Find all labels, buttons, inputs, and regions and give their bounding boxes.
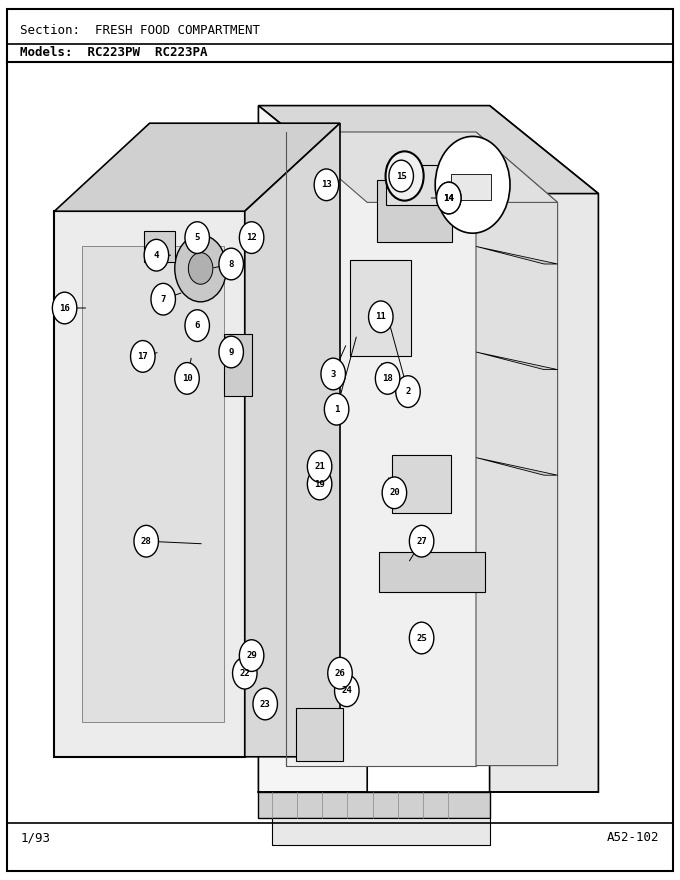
Text: 29: 29 — [246, 651, 257, 660]
Polygon shape — [476, 132, 558, 766]
Circle shape — [435, 136, 510, 233]
Text: 11: 11 — [375, 312, 386, 321]
Text: 21: 21 — [314, 462, 325, 471]
Text: 9: 9 — [228, 348, 234, 356]
Circle shape — [369, 301, 393, 333]
Circle shape — [175, 235, 226, 302]
Text: 7: 7 — [160, 295, 166, 304]
Polygon shape — [476, 352, 558, 370]
FancyBboxPatch shape — [392, 455, 451, 513]
Text: 8: 8 — [228, 260, 234, 268]
Circle shape — [185, 310, 209, 341]
Circle shape — [437, 182, 461, 214]
Circle shape — [219, 248, 243, 280]
Text: 27: 27 — [416, 537, 427, 546]
FancyBboxPatch shape — [350, 260, 411, 356]
Circle shape — [382, 477, 407, 509]
Polygon shape — [224, 334, 252, 396]
Text: 26: 26 — [335, 669, 345, 678]
Text: 18: 18 — [382, 374, 393, 383]
Circle shape — [328, 657, 352, 689]
Text: 19: 19 — [314, 480, 325, 488]
Circle shape — [188, 253, 213, 284]
FancyBboxPatch shape — [386, 165, 471, 205]
Polygon shape — [54, 211, 245, 757]
Circle shape — [386, 151, 424, 201]
Polygon shape — [476, 246, 558, 264]
Text: 20: 20 — [389, 488, 400, 497]
Circle shape — [253, 688, 277, 720]
Circle shape — [131, 341, 155, 372]
Text: 5: 5 — [194, 233, 200, 242]
Circle shape — [409, 622, 434, 654]
Circle shape — [151, 283, 175, 315]
Text: 22: 22 — [239, 669, 250, 678]
FancyBboxPatch shape — [296, 708, 343, 761]
Text: 14: 14 — [443, 194, 454, 202]
Text: 28: 28 — [141, 537, 152, 546]
Polygon shape — [245, 123, 340, 757]
Polygon shape — [82, 246, 224, 722]
Text: 13: 13 — [321, 180, 332, 189]
Polygon shape — [258, 792, 490, 818]
Circle shape — [321, 358, 345, 390]
Polygon shape — [258, 106, 598, 194]
Polygon shape — [490, 106, 598, 792]
Circle shape — [134, 525, 158, 557]
Text: 6: 6 — [194, 321, 200, 330]
Polygon shape — [272, 818, 490, 845]
Text: Models:  RC223PW  RC223PA: Models: RC223PW RC223PA — [20, 47, 208, 59]
Circle shape — [239, 640, 264, 671]
Polygon shape — [258, 106, 367, 792]
Text: 23: 23 — [260, 700, 271, 708]
Text: 16: 16 — [59, 304, 70, 312]
Polygon shape — [476, 458, 558, 475]
Polygon shape — [286, 132, 558, 202]
Polygon shape — [54, 123, 340, 211]
Circle shape — [239, 222, 264, 253]
FancyBboxPatch shape — [377, 180, 452, 242]
Circle shape — [52, 292, 77, 324]
Text: 12: 12 — [246, 233, 257, 242]
Text: 1: 1 — [334, 405, 339, 414]
Text: 24: 24 — [341, 686, 352, 695]
Text: 2: 2 — [405, 387, 411, 396]
Text: Section:  FRESH FOOD COMPARTMENT: Section: FRESH FOOD COMPARTMENT — [20, 25, 260, 37]
Circle shape — [144, 239, 169, 271]
Text: 17: 17 — [137, 352, 148, 361]
Text: 25: 25 — [416, 634, 427, 642]
Circle shape — [375, 363, 400, 394]
Circle shape — [175, 363, 199, 394]
Polygon shape — [286, 132, 476, 766]
Circle shape — [389, 160, 413, 192]
FancyArrowPatch shape — [444, 181, 487, 192]
Circle shape — [396, 376, 420, 407]
Text: 10: 10 — [182, 374, 192, 383]
Text: 3: 3 — [330, 370, 336, 378]
Text: 1/93: 1/93 — [20, 832, 50, 844]
Circle shape — [409, 525, 434, 557]
FancyBboxPatch shape — [379, 552, 485, 592]
Text: A52-102: A52-102 — [607, 832, 660, 844]
FancyBboxPatch shape — [451, 174, 491, 200]
Circle shape — [233, 657, 257, 689]
Circle shape — [307, 468, 332, 500]
Circle shape — [307, 451, 332, 482]
Circle shape — [437, 182, 461, 214]
Text: 14: 14 — [443, 194, 454, 202]
Circle shape — [335, 675, 359, 707]
FancyBboxPatch shape — [144, 231, 175, 262]
Circle shape — [219, 336, 243, 368]
Text: 4: 4 — [154, 251, 159, 260]
Text: 15: 15 — [396, 172, 407, 180]
Circle shape — [185, 222, 209, 253]
Circle shape — [314, 169, 339, 201]
Circle shape — [324, 393, 349, 425]
